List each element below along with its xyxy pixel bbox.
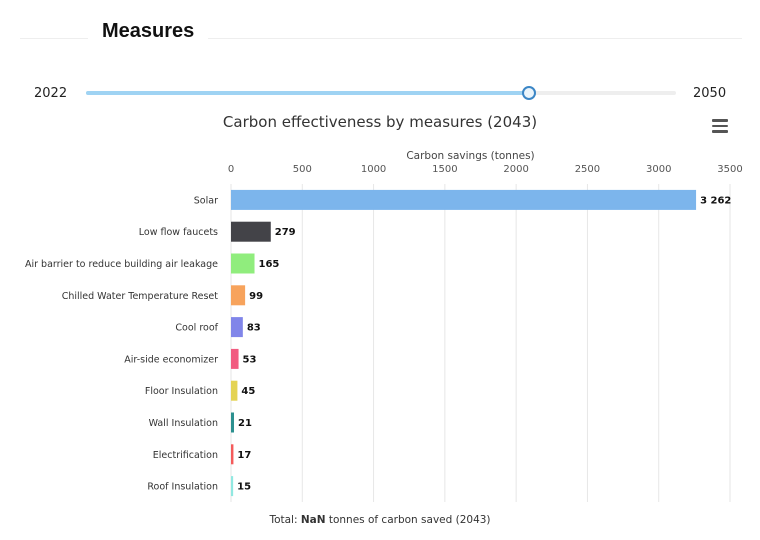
category-label: Roof Insulation <box>147 482 218 493</box>
category-label: Chilled Water Temperature Reset <box>62 291 219 302</box>
data-label: 165 <box>259 259 280 270</box>
total-summary: Total: NaN tonnes of carbon saved (2043) <box>0 514 760 526</box>
x-tick-label: 3000 <box>646 164 671 175</box>
total-value: NaN <box>300 514 326 526</box>
x-axis-title: Carbon savings (tonnes) <box>406 150 534 162</box>
bar <box>231 317 243 338</box>
category-label: Wall Insulation <box>149 418 218 429</box>
bar <box>231 221 271 242</box>
data-label: 83 <box>247 323 261 334</box>
total-prefix: Total: <box>269 514 301 526</box>
bar <box>231 412 234 433</box>
category-label: Air-side economizer <box>124 354 218 365</box>
bar <box>231 348 239 369</box>
x-tick-label: 2500 <box>575 164 600 175</box>
category-label: Cool roof <box>175 323 218 334</box>
bar <box>231 189 697 210</box>
data-label: 15 <box>237 482 251 493</box>
data-label: 3 262 <box>700 195 731 206</box>
x-tick-label: 1000 <box>361 164 386 175</box>
header-divider <box>20 38 742 39</box>
x-tick-label: 3500 <box>717 164 742 175</box>
category-label: Low flow faucets <box>139 227 218 238</box>
category-label: Air barrier to reduce building air leaka… <box>25 259 218 270</box>
year-slider-track[interactable] <box>86 86 676 100</box>
year-slider-handle[interactable] <box>521 86 536 100</box>
bar <box>231 444 234 465</box>
x-tick-label: 1500 <box>432 164 457 175</box>
x-tick-label: 500 <box>293 164 312 175</box>
hamburger-menu-icon[interactable] <box>712 119 728 136</box>
total-suffix: tonnes of carbon saved (2043) <box>325 514 491 526</box>
bar <box>231 380 238 401</box>
category-label: Floor Insulation <box>145 386 218 397</box>
data-label: 45 <box>241 386 255 397</box>
slider-min-label: 2022 <box>34 86 68 101</box>
category-label: Electrification <box>153 450 218 461</box>
data-label: 17 <box>237 450 251 461</box>
data-label: 99 <box>249 291 263 302</box>
bar <box>231 253 255 274</box>
year-slider-fill <box>86 91 529 95</box>
x-tick-label: 2000 <box>503 164 528 175</box>
chart-title: Carbon effectiveness by measures (2043) <box>222 113 538 131</box>
data-label: 53 <box>243 354 257 365</box>
bar <box>231 476 234 497</box>
slider-max-label: 2050 <box>693 86 727 101</box>
data-label: 279 <box>275 227 296 238</box>
bar <box>231 285 246 306</box>
data-label: 21 <box>238 418 252 429</box>
category-label: Solar <box>194 195 218 206</box>
x-tick-label: 0 <box>228 164 234 175</box>
page-title: Measures <box>88 20 209 43</box>
